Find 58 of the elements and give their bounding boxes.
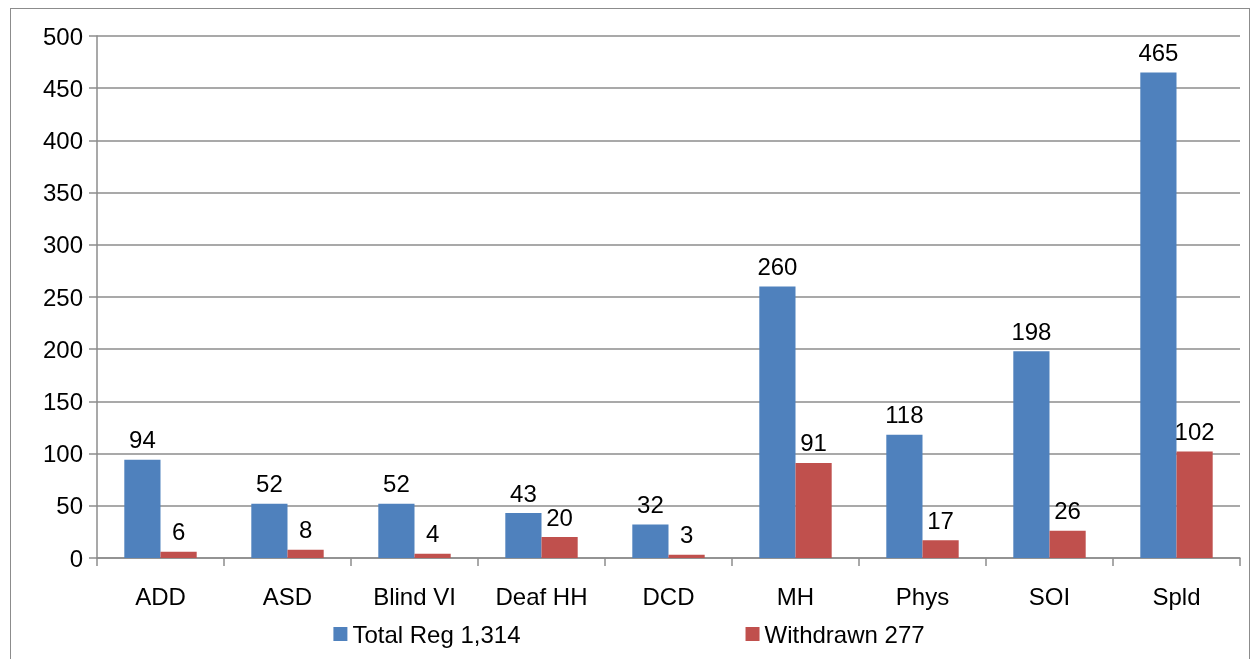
bar: [378, 503, 415, 558]
bar: [541, 537, 578, 558]
x-tick-label: Spld: [1152, 582, 1201, 610]
bar: [1013, 351, 1050, 558]
data-label: 260: [757, 253, 798, 281]
data-label: 32: [637, 491, 664, 519]
y-tick-label: 250: [42, 283, 83, 311]
data-label: 20: [546, 503, 573, 531]
x-tick-label: ADD: [135, 582, 186, 610]
data-label: 43: [510, 479, 537, 507]
data-label: 52: [383, 470, 410, 498]
x-tick-label: DCD: [642, 582, 695, 610]
x-tick-label: SOI: [1028, 582, 1071, 610]
bar: [795, 463, 832, 558]
data-label: 198: [1011, 317, 1052, 345]
y-tick-label: 50: [56, 492, 83, 520]
bar: [160, 551, 197, 558]
y-tick-label: 300: [42, 231, 83, 259]
y-tick-label: 100: [42, 440, 83, 468]
y-tick-label: 0: [69, 544, 83, 572]
data-label: 94: [129, 426, 156, 454]
bar: [251, 503, 288, 558]
data-label: 26: [1054, 497, 1081, 525]
y-tick-label: 350: [42, 179, 83, 207]
x-tick-label: MH: [776, 582, 815, 610]
bar: [668, 554, 705, 558]
legend-label: Withdrawn 277: [764, 620, 925, 648]
bar: [1140, 72, 1177, 558]
data-label: 91: [800, 429, 827, 457]
data-label: 465: [1138, 39, 1179, 67]
data-label: 3: [679, 521, 694, 549]
data-label: 6: [171, 518, 186, 546]
data-label: 52: [256, 470, 283, 498]
bar: [414, 553, 451, 558]
legend-label: Total Reg 1,314: [352, 620, 521, 648]
x-tick-label: Deaf HH: [495, 582, 588, 610]
bar: [124, 459, 161, 558]
y-tick-label: 500: [42, 22, 83, 50]
y-tick-label: 200: [42, 335, 83, 363]
bar: [632, 524, 669, 558]
bar: [505, 513, 542, 558]
bar: [1176, 451, 1213, 558]
data-label: 17: [927, 506, 954, 534]
x-tick-label: ASD: [262, 582, 313, 610]
y-tick-label: 400: [42, 126, 83, 154]
bar: [759, 286, 796, 558]
y-tick-label: 150: [42, 387, 83, 415]
data-label: 4: [425, 520, 440, 548]
data-label: 102: [1174, 418, 1215, 446]
x-tick-label: Phys: [895, 582, 950, 610]
bar: [886, 434, 923, 558]
data-label: 8: [298, 516, 313, 544]
data-label: 118: [885, 401, 924, 429]
bar: [922, 540, 959, 558]
bar: [1049, 530, 1086, 558]
y-tick-label: 450: [42, 74, 83, 102]
x-tick-label: Blind VI: [373, 582, 456, 610]
bar: [287, 549, 324, 558]
